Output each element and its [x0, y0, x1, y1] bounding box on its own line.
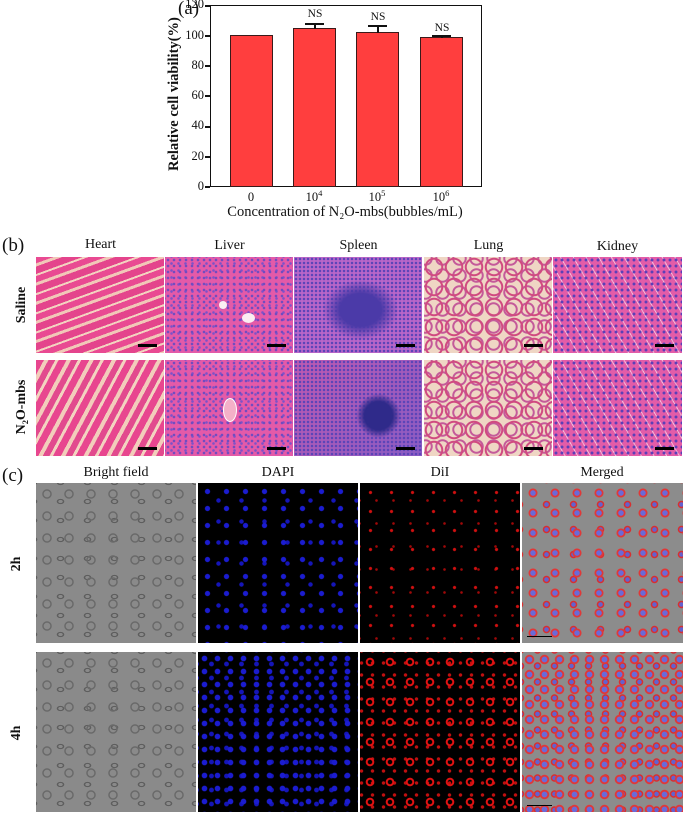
panel-a-letter: (a) — [178, 0, 200, 19]
error-bar — [441, 35, 443, 38]
column-label-dapi: DAPI — [261, 465, 295, 480]
image-lung-saline — [424, 257, 552, 353]
image-bright-field-4h — [36, 652, 196, 812]
image-merged-4h — [522, 652, 683, 812]
scale-bar — [524, 447, 543, 450]
column-label-lung: Lung — [473, 238, 504, 253]
row-label-saline: Saline — [14, 286, 29, 324]
scale-bar — [138, 447, 157, 450]
ns-annotation: NS — [307, 8, 323, 20]
scale-bar — [396, 447, 415, 450]
image-merged-2h — [522, 483, 683, 643]
error-bar — [377, 25, 379, 33]
ns-annotation: NS — [370, 11, 386, 23]
image-kidney-n2o-mbs — [553, 360, 682, 456]
x-tick: 106 — [432, 188, 450, 204]
scale-bar — [396, 344, 415, 347]
y-tick: 80 — [191, 58, 205, 72]
y-tick: 40 — [191, 118, 205, 132]
column-label-heart: Heart — [84, 237, 117, 252]
image-dapi-4h — [198, 652, 358, 812]
row-label-4h: 4h — [9, 725, 24, 741]
image-dapi-2h — [198, 483, 358, 643]
bar-1e5 — [356, 32, 399, 187]
scale-bar — [527, 805, 552, 806]
column-label-dil: DiI — [430, 465, 450, 480]
scale-bar — [524, 344, 543, 347]
y-tick: 0 — [197, 179, 204, 193]
y-tick: 120 — [185, 0, 204, 11]
scale-bar — [138, 344, 157, 347]
bar-1e6 — [420, 37, 463, 187]
x-tick: 105 — [368, 188, 386, 204]
image-bright-field-2h — [36, 483, 196, 643]
image-spleen-n2o-mbs — [294, 360, 422, 456]
image-dil-2h — [360, 483, 520, 643]
image-heart-saline — [36, 257, 164, 353]
error-cap — [305, 23, 324, 25]
column-label-spleen: Spleen — [339, 238, 378, 253]
x-axis-label: Concentration of N₂O-mbs(bubbles/mL) — [227, 204, 463, 220]
y-tick: 20 — [191, 149, 205, 163]
x-tick: 0 — [247, 190, 255, 204]
ns-annotation: NS — [434, 22, 450, 34]
column-label-merged: Merged — [580, 465, 624, 480]
image-kidney-saline — [553, 257, 682, 353]
error-bar — [314, 23, 316, 29]
scale-bar — [267, 447, 286, 450]
scale-bar — [267, 344, 286, 347]
y-tick: 100 — [185, 28, 204, 42]
x-tick: 104 — [305, 188, 323, 204]
image-lung-n2o-mbs — [424, 360, 552, 456]
scale-bar — [655, 344, 674, 347]
image-spleen-saline — [294, 257, 422, 353]
error-cap — [368, 25, 387, 27]
row-label-2h: 2h — [9, 556, 24, 572]
column-label-kidney: Kidney — [596, 239, 639, 254]
scale-bar — [527, 636, 552, 637]
bar-1e4 — [293, 28, 336, 187]
y-tick: 60 — [191, 88, 205, 102]
bar-0 — [230, 35, 273, 187]
error-cap — [432, 35, 451, 37]
column-label-liver: Liver — [214, 238, 245, 253]
panel-b-letter: (b) — [2, 235, 25, 256]
row-label-n2o-mbs: N₂O-mbs — [14, 379, 29, 435]
image-heart-n2o-mbs — [36, 360, 164, 456]
scale-bar — [655, 447, 674, 450]
image-liver-saline — [165, 257, 293, 353]
image-dil-4h — [360, 652, 520, 812]
plot-frame — [210, 5, 482, 187]
column-label-bright-field: Bright field — [83, 465, 149, 480]
image-liver-n2o-mbs — [165, 360, 293, 456]
panel-c-letter: (c) — [2, 465, 24, 486]
